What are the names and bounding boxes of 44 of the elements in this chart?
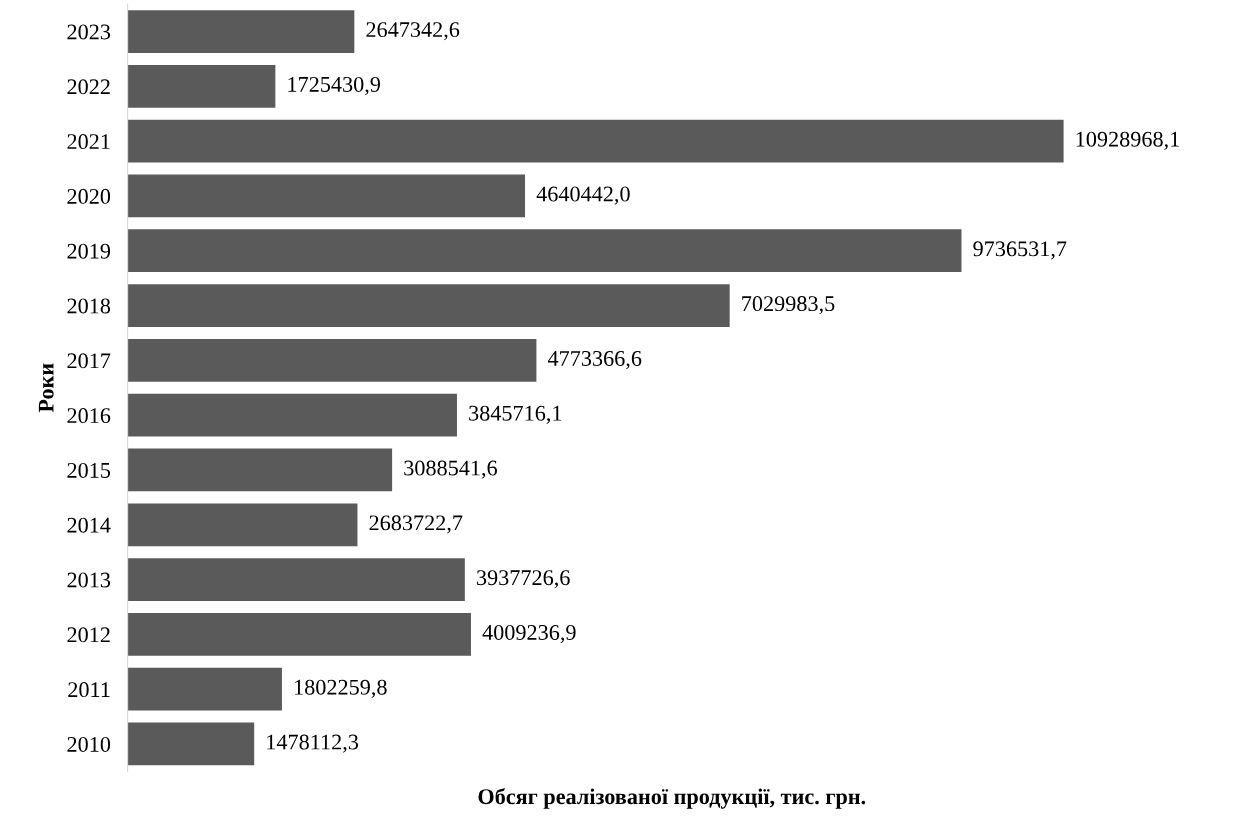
y-tick-label: 2014 [67,517,111,533]
bar [127,503,358,547]
y-tick-label: 2019 [67,243,111,259]
data-label: 3937726,6 [477,570,570,589]
bar [127,10,355,53]
data-label: 3845716,1 [469,405,562,424]
bar [127,667,282,711]
y-tick-label: 2010 [67,736,111,752]
bar [127,558,465,601]
bar [127,174,526,218]
data-label: 1802259,8 [295,679,387,698]
bar [127,119,1064,163]
data-label: 2647342,6 [366,22,460,41]
y-tick-label: 2021 [67,134,110,150]
bar [127,229,962,273]
y-tick-label: 2017 [67,353,111,369]
data-label: 7029983,5 [742,296,835,315]
y-tick-label: 2022 [67,79,110,95]
y-tick-label: 2015 [67,462,111,478]
y-tick-label: 2012 [67,627,110,643]
bar [127,284,730,327]
data-label: 10928968,1 [1076,131,1179,150]
bar [127,722,255,766]
bar [127,338,537,382]
data-label: 1478112,3 [267,734,359,753]
y-axis-title: Роки [38,363,54,413]
data-label: 3088541,6 [404,460,498,479]
y-tick-label: 2013 [67,572,111,588]
data-label: 4640442,0 [536,186,630,205]
y-tick-label: 2011 [68,682,110,698]
data-label: 4009236,9 [482,624,576,644]
data-label: 9736531,7 [973,241,1067,260]
x-axis-title: Обсяг реалізованої продукції, тис. грн. [478,788,866,809]
y-tick-label: 2023 [67,24,111,40]
bar [127,612,471,656]
y-tick-label: 2018 [67,298,111,314]
data-label: 2683722,7 [369,515,463,534]
y-tick-label: 2020 [67,188,111,204]
bar [127,448,393,492]
data-label: 1725430,9 [288,76,381,96]
bar [127,64,276,108]
y-tick-label: 2016 [67,408,111,424]
bar [127,393,457,437]
data-label: 4773366,6 [547,350,642,370]
